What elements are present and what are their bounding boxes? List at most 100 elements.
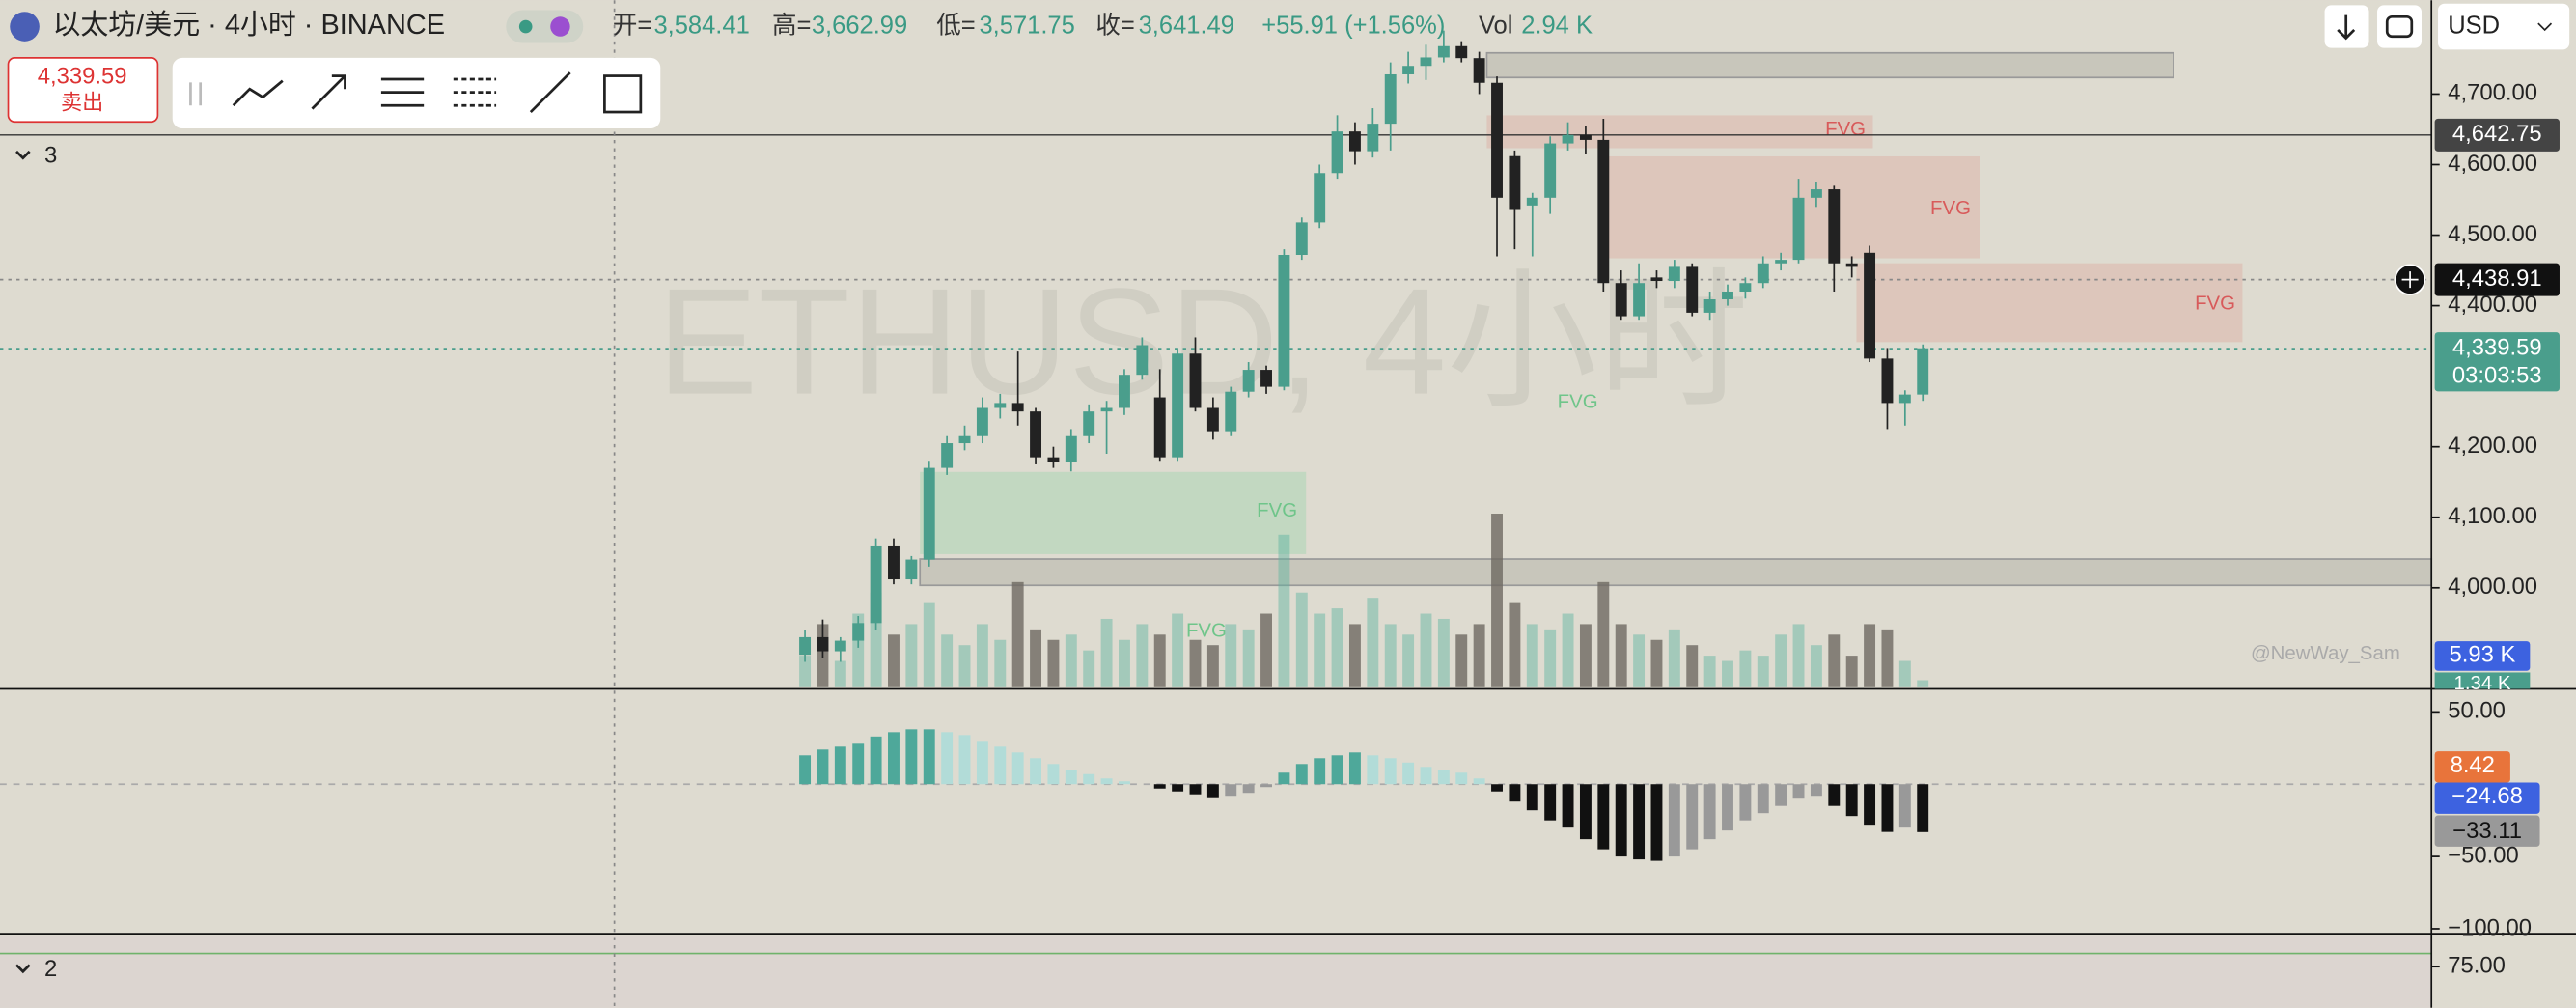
volume-bar [1562, 613, 1574, 687]
volume-bar [1722, 660, 1733, 687]
volume-bar [1544, 629, 1557, 687]
candle-body [1703, 299, 1716, 313]
candle-body [852, 623, 865, 641]
volume-bar [1065, 634, 1077, 687]
line-tool[interactable] [529, 71, 571, 113]
collapse-icon[interactable] [15, 150, 31, 160]
status-dot [518, 19, 533, 34]
refresh-button[interactable] [2377, 5, 2422, 48]
fvg-zone [1486, 115, 1873, 149]
candle-body [1242, 370, 1255, 392]
collapse-icon[interactable] [15, 964, 31, 974]
histogram-bar [1881, 784, 1894, 832]
fib-tool[interactable] [453, 77, 497, 107]
histogram-text: −33.11 [2452, 818, 2522, 844]
volume-bar [1775, 634, 1787, 687]
volume-bar [1633, 634, 1646, 687]
candle-body [1384, 73, 1397, 125]
status-pill[interactable] [506, 10, 584, 43]
rsi-pane [0, 935, 2432, 1008]
histogram-bar [1047, 764, 1060, 785]
histogram-bar [1100, 778, 1113, 785]
fvg-label: FVG [1930, 198, 1971, 219]
y-tick-label: 4,200.00 [2448, 433, 2537, 459]
histogram-bar [1225, 784, 1237, 797]
histogram-bar [1633, 784, 1646, 860]
volume-bar [1260, 613, 1272, 687]
volume-bar [1083, 650, 1095, 687]
histogram-bar [905, 729, 918, 785]
histogram-bar [1509, 784, 1521, 802]
histogram-bar [1615, 784, 1627, 857]
drag-handle[interactable] [189, 82, 203, 106]
volume-bar [1206, 645, 1219, 687]
currency-select[interactable] [2438, 3, 2570, 50]
fvg-label: FVG [1257, 500, 1297, 521]
histogram-bar [1437, 770, 1450, 785]
candle-body [976, 407, 988, 436]
candle-body [1562, 134, 1574, 144]
candle-body [817, 636, 829, 652]
candle-body [1065, 435, 1077, 462]
volume-bar [1509, 602, 1521, 687]
y-tick-label: −50.00 [2448, 842, 2519, 868]
histogram-bar [1420, 767, 1432, 785]
candle-body [1402, 66, 1415, 74]
volume-bar [1225, 624, 1237, 687]
volume-bar [1650, 639, 1663, 687]
volume-bar [941, 634, 954, 687]
status-icon [550, 16, 570, 37]
y-tick-label: 4,400.00 [2448, 292, 2537, 318]
histogram-bar [1384, 758, 1397, 785]
candle-body [1011, 403, 1024, 412]
channel-tool[interactable] [380, 77, 425, 107]
trend-tool[interactable] [232, 79, 284, 107]
volume-bar [1242, 629, 1255, 687]
rect-tool[interactable] [603, 74, 643, 114]
histogram-bar [1703, 784, 1716, 840]
volume-bar [1136, 624, 1149, 687]
signal-badge [2434, 751, 2510, 783]
pane-label: 2 [44, 956, 57, 982]
candle-body [1544, 143, 1557, 198]
sell-button[interactable] [7, 57, 159, 124]
candle-body [1881, 358, 1894, 404]
histogram-bar [923, 729, 935, 785]
histogram-bar [1011, 752, 1024, 785]
volume-text: 1.34 K [2453, 673, 2510, 694]
volume-bar [958, 645, 971, 687]
symbol[interactable]: 以太坊/美元 · 4小时 · BINANCE [52, 10, 445, 41]
open-value: 3,584.41 [653, 12, 749, 39]
histogram-bar [1864, 784, 1876, 826]
candle-body [1030, 411, 1042, 458]
fvg-zone [920, 471, 1307, 554]
candle-body [1455, 45, 1468, 59]
volume-bar [1668, 629, 1680, 687]
open-label: 开= [613, 12, 651, 39]
candle-body [870, 545, 882, 624]
volume-bar [1100, 618, 1113, 687]
candle-body [1047, 457, 1060, 462]
volume-bar [1881, 629, 1894, 687]
candle-body [1526, 197, 1538, 206]
histogram-bar [1206, 784, 1219, 798]
add-icon [2401, 271, 2419, 289]
volume-bar [1792, 624, 1805, 687]
volume-bar [1526, 624, 1538, 687]
volume-bar [1455, 634, 1468, 687]
histogram-bar [1668, 784, 1680, 857]
candle-body [834, 640, 846, 652]
candle-body [1100, 407, 1113, 412]
last-price: 4,339.59 [2452, 334, 2542, 360]
volume-bar [870, 592, 882, 687]
volume-bar [852, 613, 865, 687]
arrow-tool[interactable] [311, 74, 346, 110]
volume-bar [1011, 581, 1024, 687]
y-tick-label: 4,500.00 [2448, 221, 2537, 247]
candle-body [1509, 155, 1521, 210]
candle-body [1579, 134, 1592, 140]
volume-bar [1047, 639, 1060, 687]
sell-label: 卖出 [61, 90, 103, 114]
histogram-bar [1172, 784, 1184, 792]
